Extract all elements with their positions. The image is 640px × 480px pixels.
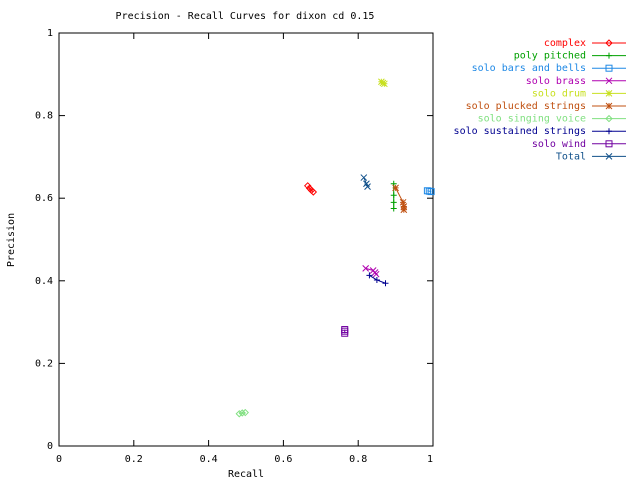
x-tick-label: 0.2	[125, 454, 143, 465]
data-point	[362, 265, 370, 272]
series-solo-wind	[341, 326, 349, 337]
legend-entry-label: solo singing voice	[478, 114, 586, 125]
data-point	[373, 276, 380, 283]
x-tick-label: 1	[427, 454, 433, 465]
data-point	[390, 205, 397, 212]
data-point	[399, 198, 407, 206]
legend-entry-label: poly pitched	[514, 51, 586, 62]
series-solo-singing-voice	[235, 408, 249, 418]
y-tick-label: 0	[47, 441, 53, 452]
data-point	[400, 203, 408, 210]
series-line	[369, 275, 386, 284]
data-point	[382, 280, 389, 287]
plot-area-frame	[58, 32, 434, 447]
data-point	[241, 408, 249, 417]
legend-entry-label: solo drum	[532, 88, 586, 99]
series-solo-drum	[378, 78, 388, 88]
y-axis-ticks: 0 0.2 0.4 0.6 0.8 1	[35, 28, 433, 452]
data-point	[235, 410, 243, 418]
x-tick-label: 0.4	[200, 454, 218, 465]
legend-entry-label: complex	[544, 38, 586, 49]
data-point	[381, 80, 388, 88]
series-solo-sustained-strings	[366, 272, 389, 287]
data-point	[390, 192, 397, 199]
data-point	[366, 272, 373, 279]
y-axis-label: Precision	[6, 213, 17, 267]
legend-entry-label: solo bars and bells	[472, 63, 586, 74]
series-line	[307, 185, 314, 193]
series-solo-plucked-strings	[392, 184, 408, 214]
series-total	[360, 174, 371, 190]
data-point	[364, 183, 371, 190]
series-solo-bars-and-bells	[423, 187, 435, 196]
y-tick-label: 0.6	[35, 193, 53, 204]
legend-marker	[606, 128, 612, 135]
x-tick-label: 0	[56, 454, 62, 465]
legend-marker	[605, 114, 613, 123]
series-complex	[304, 182, 318, 196]
data-point	[360, 174, 368, 181]
series-layer	[235, 78, 435, 418]
legend-marker	[605, 77, 613, 85]
y-tick-label: 0.4	[35, 276, 53, 287]
data-point	[238, 409, 246, 417]
data-point	[427, 188, 435, 196]
chart-title: Precision - Recall Curves for dixon cd 0…	[116, 11, 375, 22]
data-point	[372, 270, 380, 278]
legend-entry-label: Total	[556, 151, 586, 162]
data-point	[309, 188, 318, 196]
y-tick-label: 1	[47, 28, 53, 39]
legend-entry-label: solo wind	[532, 139, 586, 150]
legend-entry-label: solo brass	[526, 76, 586, 87]
x-axis-label: Recall	[228, 469, 264, 480]
data-point	[341, 329, 349, 337]
legend-marker	[605, 90, 613, 97]
legend-entry-label: solo sustained strings	[454, 126, 586, 137]
y-tick-label: 0.2	[35, 358, 53, 369]
legend-marker	[605, 140, 613, 148]
data-point	[392, 184, 399, 192]
y-tick-label: 0.8	[35, 111, 53, 122]
x-tick-label: 0.8	[349, 454, 367, 465]
x-axis-ticks: 0 0.2 0.4 0.6 0.8 1	[56, 33, 434, 465]
legend-marker	[605, 153, 613, 160]
legend-marker	[606, 52, 612, 59]
data-point	[390, 199, 397, 206]
x-tick-label: 0.6	[274, 454, 292, 465]
legend-marker	[605, 102, 613, 110]
data-point	[400, 206, 408, 214]
legend-marker	[605, 64, 613, 72]
series-solo-brass	[362, 265, 380, 278]
legend-marker	[605, 39, 613, 47]
legend-entry-label: solo plucked strings	[466, 101, 586, 112]
